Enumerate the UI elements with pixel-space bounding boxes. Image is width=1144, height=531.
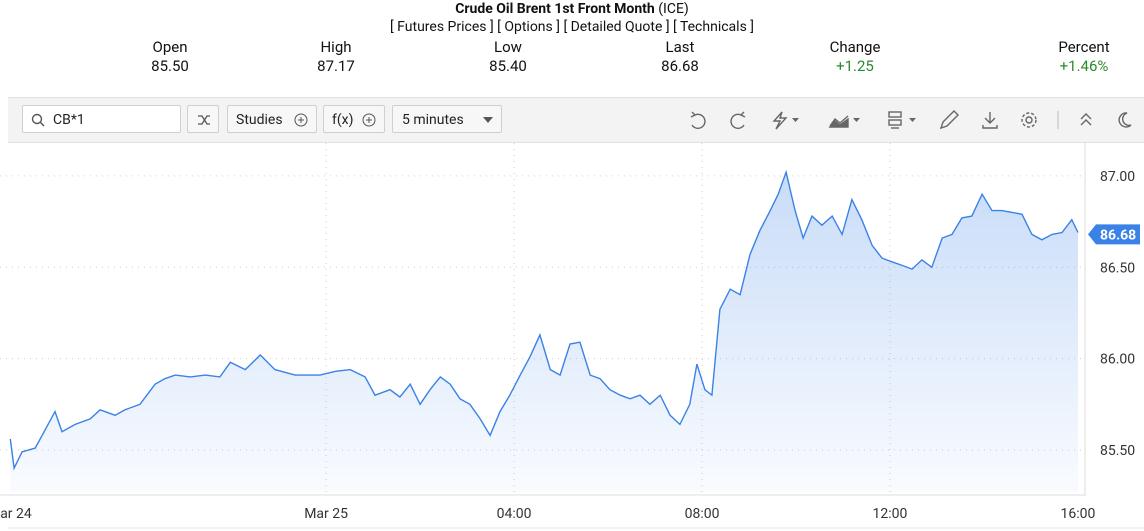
y-tick-label: 85.50 [1100, 443, 1135, 459]
instrument-title: Crude Oil Brent 1st Front Month [455, 1, 655, 17]
symbol-search[interactable]: CB*1 [22, 105, 181, 133]
chart-type-icon[interactable] [828, 115, 860, 128]
exchange: (ICE) [658, 1, 689, 17]
quote-value: 85.50 [151, 57, 189, 75]
compare-button[interactable] [187, 105, 219, 133]
theme-icon[interactable] [1118, 112, 1132, 128]
quote-column: Percent +1.46% [1014, 38, 1144, 76]
link[interactable]: [ Technicals ] [673, 19, 754, 35]
quote-label: High [320, 38, 352, 56]
shuffle-icon [198, 115, 210, 125]
x-tick-label: Mar 25 [304, 506, 348, 522]
download-icon[interactable] [982, 112, 998, 129]
links-row: [ Futures Prices ] [ Options ] [ Detaile… [0, 18, 1144, 36]
undo-icon[interactable] [690, 111, 706, 130]
y-tick-label: 87.00 [1100, 169, 1135, 185]
quote-column: Low 85.40 [438, 38, 578, 76]
layout-icon[interactable] [888, 111, 916, 129]
interval-select[interactable]: 5 minutes [392, 105, 502, 133]
title-row: Crude Oil Brent 1st Front Month (ICE) [0, 0, 1144, 18]
price-area [10, 172, 1078, 492]
redo-icon[interactable] [730, 111, 746, 130]
event-icon[interactable] [772, 111, 799, 130]
last-price-tag [1088, 224, 1140, 245]
chart: 85.50 86.00 86.50 87.00 ar 24 Mar 25 04:00 08:0… [0, 142, 1144, 529]
link[interactable]: [ Futures Prices ] [390, 19, 494, 35]
collapse-icon[interactable] [1080, 113, 1092, 126]
interval-label: 5 minutes [402, 112, 464, 128]
link[interactable]: [ Options ] [497, 19, 560, 35]
settings-icon[interactable] [1021, 112, 1037, 128]
quote-value: 86.68 [661, 57, 699, 75]
fx-button[interactable]: f(x) [323, 105, 385, 133]
x-tick-label: 16:00 [1061, 506, 1096, 522]
quote-label: Low [494, 38, 522, 56]
x-tick-label: 08:00 [685, 506, 720, 522]
toolbar: CB*1 Studies f(x) 5 minutes [8, 97, 1144, 143]
x-tick-label: 12:00 [873, 506, 908, 522]
dropdown-caret [483, 117, 493, 123]
quote-value: +1.25 [836, 57, 874, 75]
toolbar-icons [690, 110, 1132, 130]
quote-label: Change [829, 38, 881, 56]
studies-button[interactable]: Studies [227, 105, 317, 133]
quote-column: Change +1.25 [785, 38, 925, 76]
quote-value: 85.40 [489, 57, 527, 75]
quote-column: Last 86.68 [610, 38, 750, 76]
quote-label: Percent [1058, 38, 1110, 56]
plus-icon [294, 113, 308, 127]
x-tick-label: ar 24 [0, 506, 32, 522]
quote-value: 87.17 [317, 57, 355, 75]
quote-label: Open [152, 38, 188, 56]
quote-column: Open 85.50 [100, 38, 240, 76]
quote-value: +1.46% [1059, 57, 1109, 75]
y-tick-label: 86.00 [1100, 352, 1135, 368]
symbol: CB*1 [53, 112, 85, 128]
y-tick-label: 86.50 [1100, 260, 1135, 276]
last-price-label: 86.68 [1100, 227, 1136, 243]
search-icon [31, 113, 45, 127]
fx-label: f(x) [332, 112, 354, 128]
draw-icon[interactable] [939, 110, 959, 130]
link[interactable]: [ Detailed Quote ] [563, 19, 670, 35]
x-tick-label: 04:00 [497, 506, 532, 522]
quote-column: High 87.17 [266, 38, 406, 76]
plus-icon [362, 113, 376, 127]
quote-label: Last [665, 38, 695, 56]
studies-label: Studies [236, 112, 283, 128]
price-line [9, 169, 1079, 471]
